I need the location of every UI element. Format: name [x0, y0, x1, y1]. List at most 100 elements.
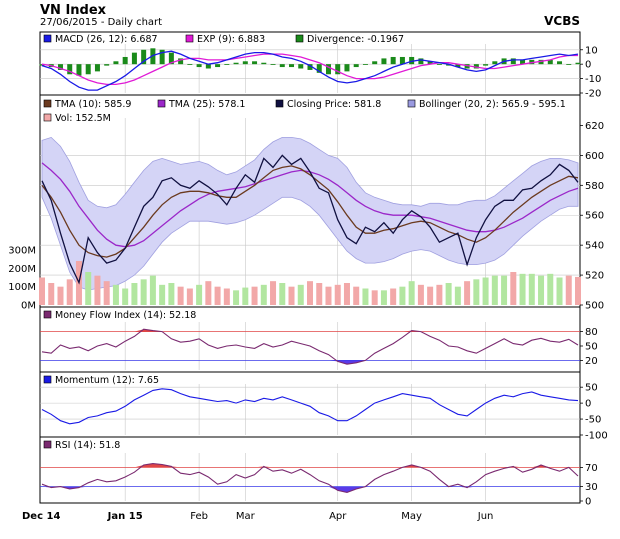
y-tick-label: -10 — [585, 74, 601, 85]
y-tick-label: 70 — [585, 463, 598, 474]
oversold-fill — [42, 486, 578, 493]
volume-bar — [510, 272, 517, 305]
legend-label: MACD (26, 12): 6.687 — [55, 34, 158, 45]
volume-bar — [131, 283, 138, 305]
divergence-bar — [159, 49, 165, 65]
y-tick-label: 500 — [585, 301, 604, 312]
volume-bar — [205, 281, 212, 305]
legend-swatch — [43, 310, 52, 319]
volume-bar — [307, 281, 313, 305]
divergence-bar — [353, 64, 359, 68]
y-tick-label: 20 — [585, 356, 598, 367]
volume-bar — [325, 286, 332, 305]
volume-tick-label: 200M — [8, 264, 36, 275]
y-tick-label: 0 — [585, 497, 591, 508]
volume-bar — [177, 286, 184, 305]
volume-bar — [454, 286, 461, 305]
divergence-bar — [464, 64, 470, 69]
x-tick-label: Dec 14 — [22, 511, 60, 522]
y-tick-label: 30 — [585, 482, 598, 493]
divergence-bar — [335, 64, 341, 75]
divergence-bar — [427, 61, 433, 65]
volume-bar — [112, 284, 119, 305]
volume-bar — [214, 286, 221, 305]
divergence-bar — [372, 61, 378, 65]
y-tick-label: 600 — [585, 151, 604, 162]
y-tick-label: 80 — [585, 327, 598, 338]
divergence-bar — [168, 52, 174, 65]
divergence-bar — [67, 64, 73, 75]
macd-line — [41, 50, 579, 91]
legend-swatch — [407, 99, 416, 108]
volume-bar — [251, 286, 258, 305]
legend-swatch — [275, 99, 284, 108]
volume-bar — [380, 290, 387, 305]
volume-tick-label: 100M — [8, 282, 36, 293]
legend-swatch — [43, 34, 52, 43]
y-tick-label: -20 — [585, 89, 601, 100]
divergence-bar — [279, 64, 285, 68]
divergence-bar — [178, 58, 184, 65]
divergence-bar — [473, 64, 479, 69]
closing-price-line — [41, 154, 579, 285]
rsi-line — [41, 463, 579, 493]
divergence-bar — [270, 64, 276, 65]
y-tick-label: 0 — [585, 399, 591, 410]
divergence-bar — [131, 52, 137, 65]
legend-label: Closing Price: 581.8 — [287, 99, 381, 110]
divergence-bar — [418, 58, 424, 65]
volume-bar — [159, 284, 166, 305]
legend-swatch — [43, 99, 52, 108]
volume-bar — [168, 283, 175, 305]
divergence-bar — [399, 56, 405, 65]
divergence-bar — [362, 64, 368, 65]
volume-bar — [482, 277, 489, 305]
volume-bar — [140, 279, 147, 305]
x-tick-label: Jun — [477, 511, 494, 522]
volume-bar — [538, 275, 545, 305]
legend-label: TMA (25): 578.1 — [168, 99, 245, 110]
y-tick-label: 50 — [585, 342, 598, 353]
x-tick-label: Mar — [236, 511, 256, 522]
volume-tick-label: 300M — [8, 246, 36, 257]
divergence-bar — [538, 59, 544, 65]
volume-bar — [390, 288, 397, 305]
divergence-bar — [242, 61, 248, 65]
volume-bar — [408, 281, 415, 305]
divergence-bar — [483, 64, 489, 66]
divergence-bar — [436, 64, 442, 65]
volume-bar — [528, 273, 535, 305]
divergence-bar — [381, 58, 387, 65]
volume-bar — [427, 286, 434, 305]
volume-bar — [436, 284, 443, 305]
volume-bar — [399, 286, 406, 305]
volume-bar — [297, 284, 304, 305]
volume-bar — [501, 275, 508, 305]
volume-bar — [196, 284, 203, 305]
divergence-bar — [325, 64, 331, 75]
y-tick-label: 560 — [585, 211, 604, 222]
volume-bar — [48, 283, 55, 305]
volume-bar — [519, 273, 526, 305]
volume-bar — [556, 277, 563, 305]
y-tick-label: 10 — [585, 45, 598, 56]
volume-bar — [417, 284, 424, 305]
legend-label: Money Flow Index (14): 52.18 — [55, 310, 196, 321]
divergence-bar — [205, 64, 211, 69]
x-tick-label: Apr — [329, 511, 347, 522]
volume-bar — [547, 273, 554, 305]
volume-bar — [343, 283, 350, 305]
volume-bar — [270, 281, 277, 305]
y-tick-label: 620 — [585, 121, 604, 132]
volume-bar — [575, 276, 581, 305]
volume-bar — [66, 279, 73, 305]
bollinger-band — [41, 136, 579, 291]
divergence-bar — [520, 59, 526, 65]
divergence-bar — [76, 64, 82, 76]
legend-label: Momentum (12): 7.65 — [55, 375, 159, 386]
y-tick-label: 540 — [585, 241, 604, 252]
divergence-bar — [298, 64, 304, 69]
divergence-bar — [196, 64, 202, 68]
